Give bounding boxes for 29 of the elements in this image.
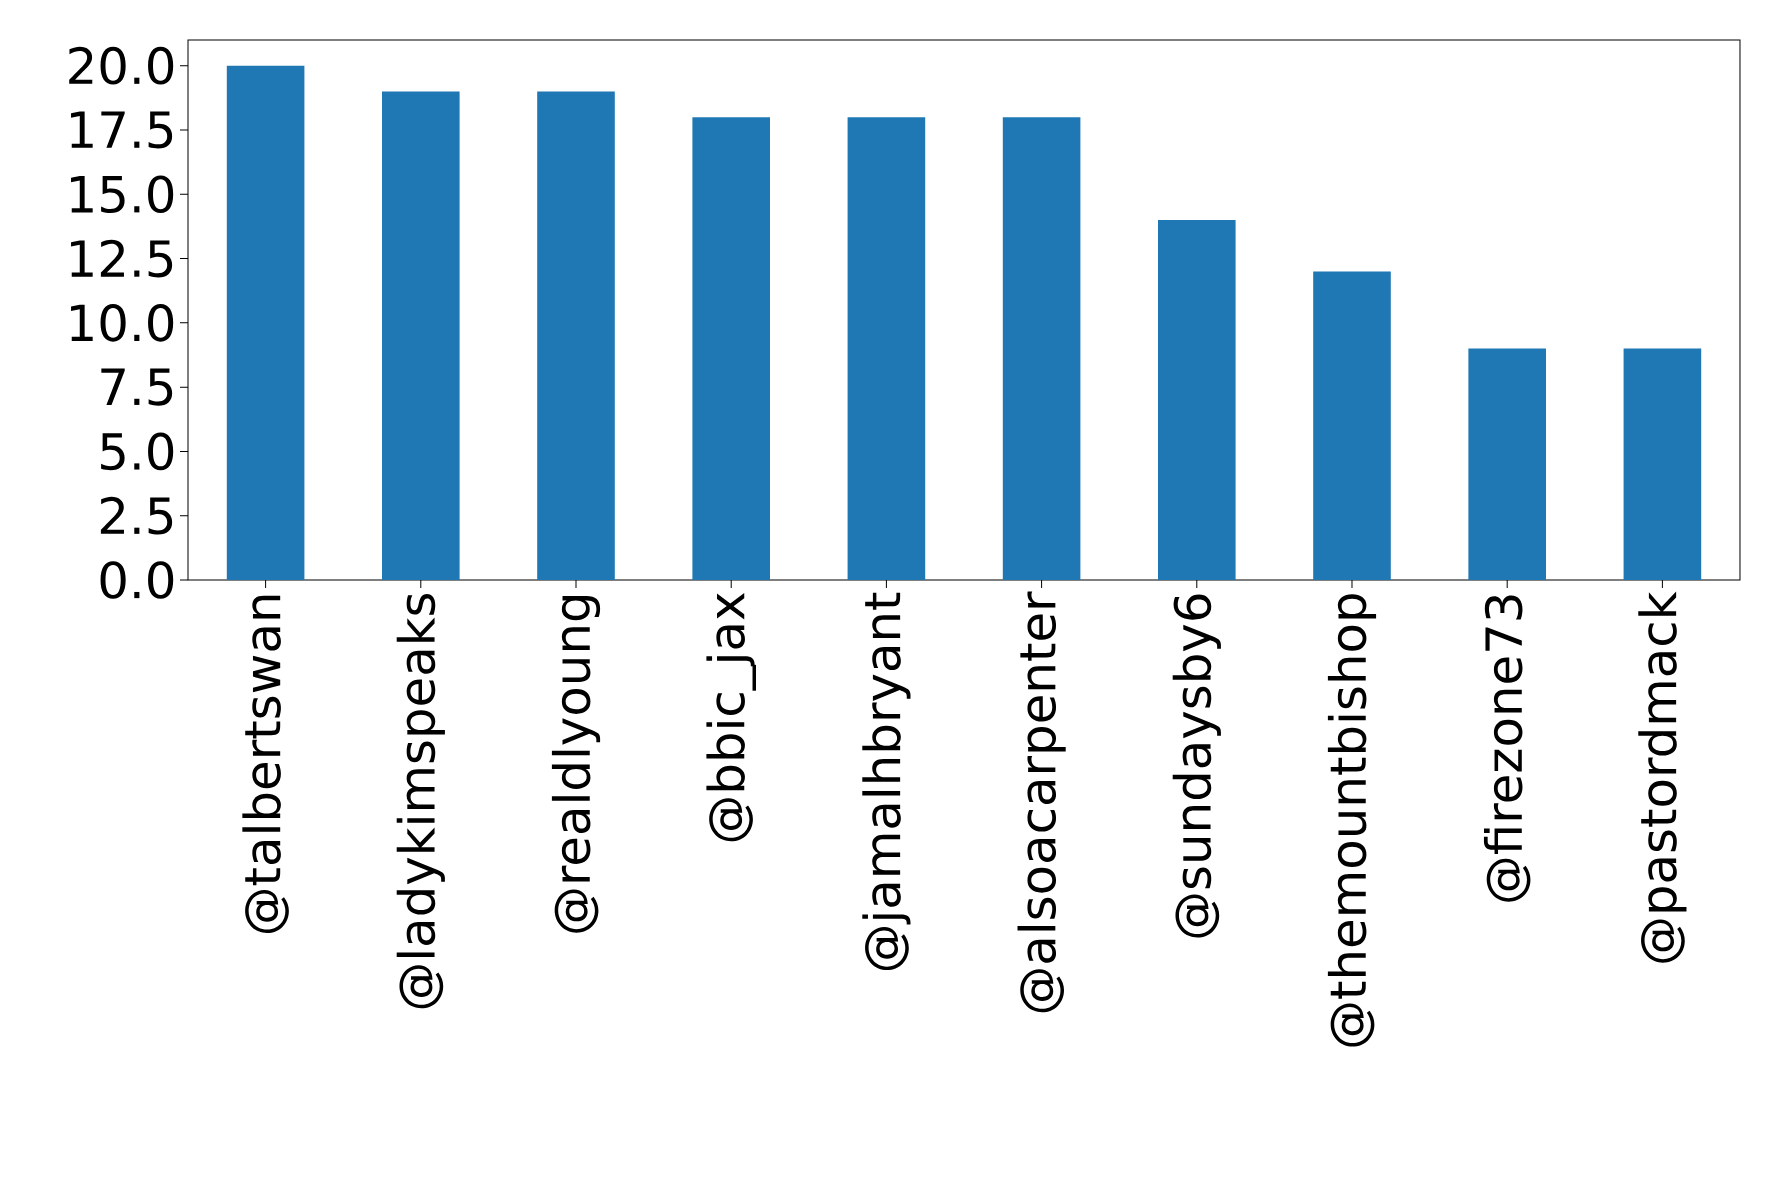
bar (847, 117, 926, 580)
y-tick-label: 15.0 (71, 175, 174, 214)
x-tick-label: @sundaysby6 (1172, 594, 1221, 938)
x-tick-label: @themountbishop (1327, 594, 1377, 1047)
bar (1157, 219, 1236, 580)
x-tick-label: @alsoacarpenter (1017, 591, 1066, 1013)
y-tick-label: 7.5 (101, 368, 173, 406)
bar (692, 117, 770, 580)
y-tick-label: 10.0 (71, 304, 174, 342)
x-tick-label: @ladykimspeaks (396, 593, 445, 1009)
x-tick-label: @firezone73 (1483, 595, 1531, 902)
bar (1313, 271, 1391, 580)
bar (1002, 117, 1081, 580)
x-tick-label: @realdlyoung (551, 595, 601, 933)
y-tick-label: 12.5 (71, 239, 173, 278)
y-tick-label: 0.0 (100, 561, 174, 599)
y-tick-label: 17.5 (71, 111, 173, 149)
x-tick-label: @pastordmack (1638, 591, 1687, 963)
x-tick-label: @bbic_jax (706, 593, 756, 842)
x-tick-label: @jamalhbryant (862, 592, 911, 971)
y-tick-label: 2.5 (100, 496, 173, 535)
bar (1623, 348, 1702, 580)
bar (537, 91, 615, 580)
bar (382, 91, 460, 580)
bar (1468, 348, 1546, 580)
bar (226, 65, 305, 580)
y-tick-label: 20.0 (69, 46, 174, 85)
y-tick-label: 5.0 (101, 432, 174, 471)
x-tick-label: @talbertswan (242, 595, 289, 934)
